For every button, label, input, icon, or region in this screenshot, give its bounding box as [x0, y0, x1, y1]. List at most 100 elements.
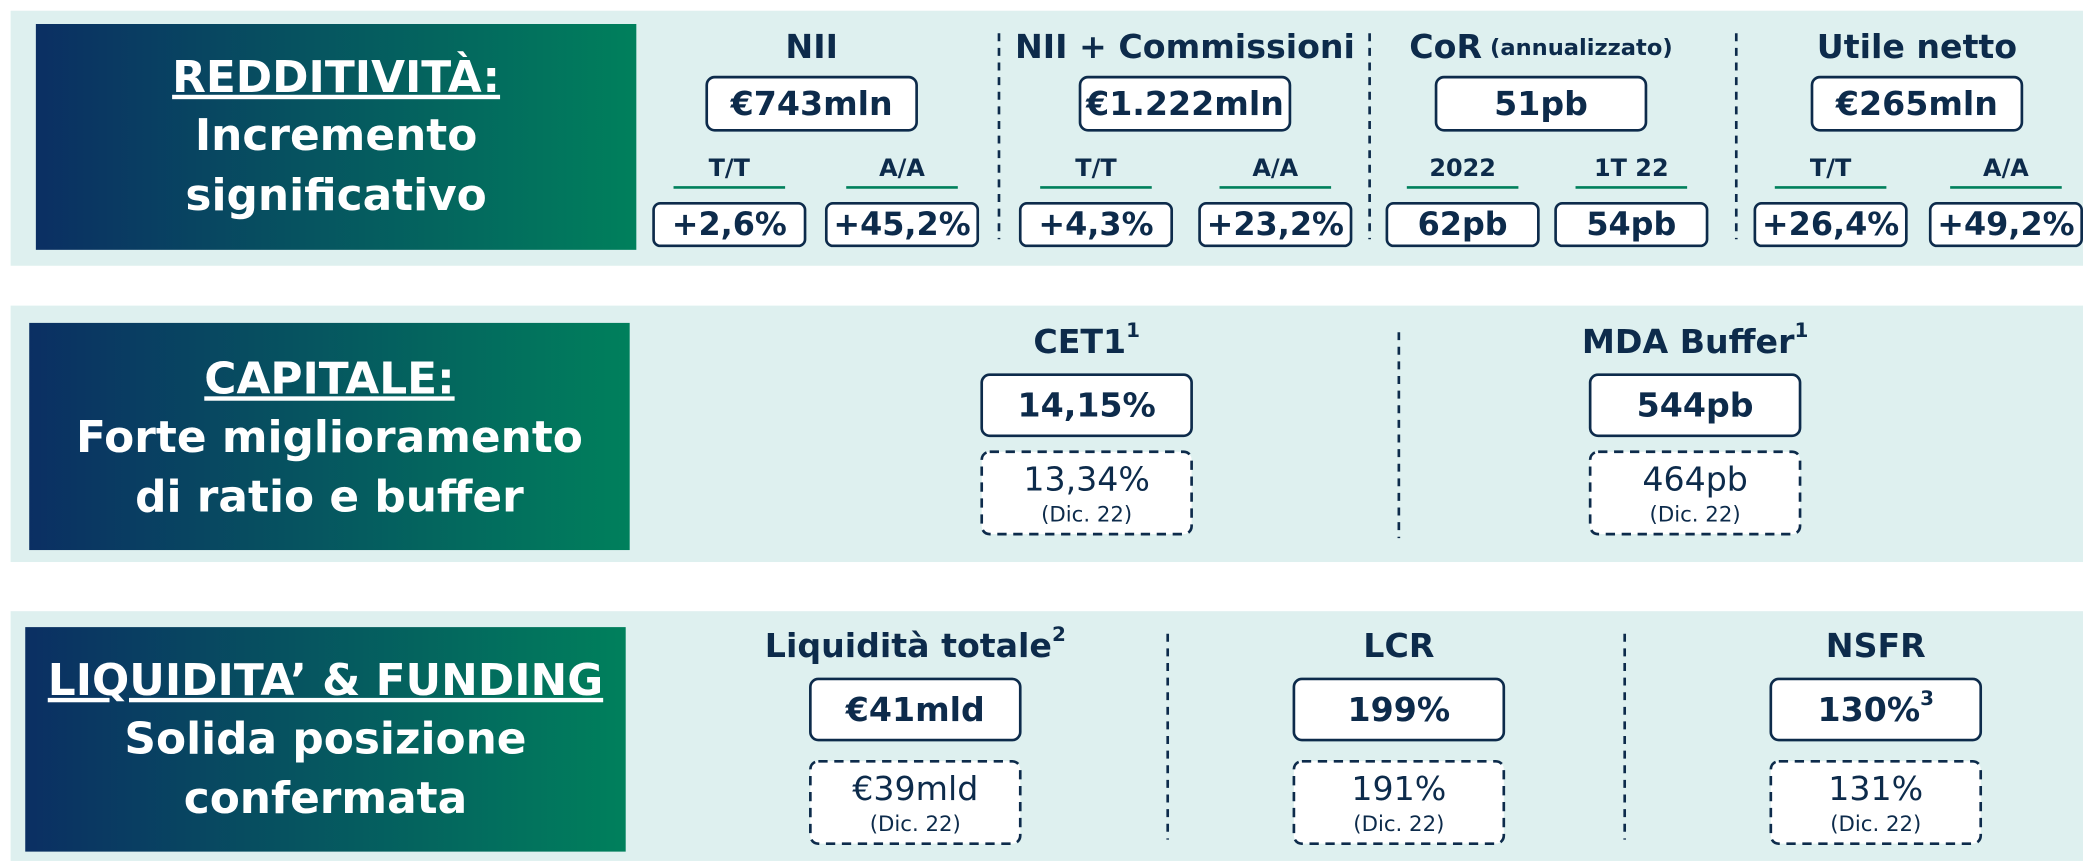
previous-value: 13,34%	[1023, 459, 1150, 498]
metric-sup: 1	[1126, 319, 1140, 342]
metric-value: €265mln	[1835, 84, 1998, 123]
metric-title: Utile netto	[1817, 26, 2017, 65]
panel-subtitle: significativo	[185, 170, 486, 221]
metric-title-text: NSFR	[1826, 626, 1926, 665]
metric-title-text: CoR	[1409, 26, 1482, 65]
sub-value-box	[824, 202, 980, 248]
metric-value-text: 544pb	[1637, 385, 1754, 424]
sub-value: +49,2%	[1937, 205, 2074, 243]
metric-title-text: MDA Buffer	[1582, 321, 1795, 360]
sub-value-box	[1385, 202, 1540, 248]
sub-value: 54pb	[1586, 205, 1676, 243]
metric-title: CoR (annualizzato)	[1409, 26, 1672, 65]
panel-subtitle: di ratio e buffer	[135, 472, 524, 523]
metric-value: €41mld	[845, 689, 985, 728]
metric-value-box	[1588, 373, 1802, 438]
sub-value: +45,2%	[833, 205, 970, 243]
header-box	[35, 23, 637, 250]
metric-value-text: €1.222mln	[1085, 84, 1284, 123]
panel-subtitle: confermata	[184, 773, 467, 824]
previous-box	[809, 759, 1022, 845]
metric-value: 130%3	[1818, 687, 1934, 729]
sub-label: A/A	[1983, 154, 2029, 182]
sub-value: +23,2%	[1207, 205, 1344, 243]
metric-title: MDA Buffer1	[1582, 319, 1808, 361]
metric-value-text: €265mln	[1835, 84, 1998, 123]
sub-label: A/A	[1252, 154, 1298, 182]
metric-value-text: €743mln	[730, 84, 893, 123]
metric-title-text: CET1	[1033, 321, 1126, 360]
metric-value: 51pb	[1494, 84, 1588, 123]
metric-title-text: Utile netto	[1817, 26, 2017, 65]
metric-note: (annualizzato)	[1490, 34, 1673, 60]
sub-value: +4,3%	[1038, 205, 1153, 243]
previous-note: (Dic. 22)	[870, 812, 961, 837]
metric-value-box	[1078, 75, 1292, 132]
previous-value: 131%	[1828, 769, 1923, 808]
metric-value: 199%	[1348, 689, 1451, 728]
previous-box	[1292, 759, 1506, 845]
sub-value: +2,6%	[672, 205, 787, 243]
metric-value-box	[809, 677, 1022, 742]
panel-header: CAPITALE:	[204, 353, 454, 404]
previous-box	[1588, 450, 1802, 536]
metric-value-text: 199%	[1348, 689, 1451, 728]
metric-title-text: NII + Commissioni	[1015, 26, 1355, 65]
sub-value-box	[652, 202, 807, 248]
metric-value-box	[980, 373, 1193, 438]
metric-title: NII	[785, 26, 838, 65]
previous-note: (Dic. 22)	[1830, 812, 1921, 837]
sub-value-box	[1753, 202, 1908, 248]
metric-value-sup: 3	[1920, 687, 1934, 710]
metric-value: 544pb	[1637, 385, 1754, 424]
header-box	[25, 627, 626, 852]
metric-value-box	[1434, 75, 1648, 132]
metric-sup: 2	[1052, 623, 1066, 646]
previous-value: 464pb	[1642, 459, 1748, 498]
metric-sup: 1	[1794, 319, 1808, 342]
sub-value-box	[1018, 202, 1174, 248]
metric-title: NII + Commissioni	[1015, 26, 1355, 65]
sub-label: T/T	[1810, 154, 1852, 182]
sub-label: A/A	[879, 154, 925, 182]
panel-header: LIQUIDITA’ & FUNDING	[48, 655, 603, 706]
metric-title: LCR	[1363, 626, 1434, 665]
previous-value: €39mld	[852, 769, 978, 808]
metric-value-box	[1810, 75, 2024, 132]
previous-box	[980, 450, 1193, 536]
metric-value-box	[1292, 677, 1506, 742]
metric-title-text: Liquidità totale	[765, 626, 1052, 665]
previous-value: 191%	[1351, 769, 1446, 808]
metric-value: €743mln	[730, 84, 893, 123]
sub-value-box	[1554, 202, 1709, 248]
previous-note: (Dic. 22)	[1650, 503, 1741, 528]
metric-title-text: NII	[785, 26, 838, 65]
metric-title: NSFR	[1826, 626, 1926, 665]
metric-value-box	[1769, 677, 1983, 742]
panel-header: REDDITIVITÀ:	[172, 50, 500, 103]
previous-box	[1769, 759, 1983, 845]
metric-value-box	[705, 75, 918, 132]
header-box	[29, 322, 630, 551]
panel-subtitle: Incremento	[195, 110, 477, 161]
previous-note: (Dic. 22)	[1353, 812, 1444, 837]
metric-title: Liquidità totale2	[765, 623, 1066, 665]
previous-note: (Dic. 22)	[1041, 503, 1132, 528]
metric-value: 14,15%	[1018, 385, 1156, 424]
metric-title: CET11	[1033, 319, 1140, 361]
metric-value-text: 130%	[1818, 689, 1921, 728]
sub-value: +26,4%	[1762, 205, 1899, 243]
panel-subtitle: Solida posizione	[124, 713, 526, 764]
sub-label: 2022	[1429, 154, 1496, 182]
metric-value-text: 14,15%	[1018, 385, 1156, 424]
metric-title-text: LCR	[1363, 626, 1434, 665]
sub-value-box	[1928, 202, 2083, 248]
sub-value-box	[1198, 202, 1353, 248]
sub-label: 1T 22	[1594, 154, 1669, 182]
metric-value-text: 51pb	[1494, 84, 1588, 123]
sub-value: 62pb	[1418, 205, 1508, 243]
metric-value-text: €41mld	[845, 689, 985, 728]
sub-label: T/T	[1075, 154, 1117, 182]
metric-value: €1.222mln	[1085, 84, 1284, 123]
